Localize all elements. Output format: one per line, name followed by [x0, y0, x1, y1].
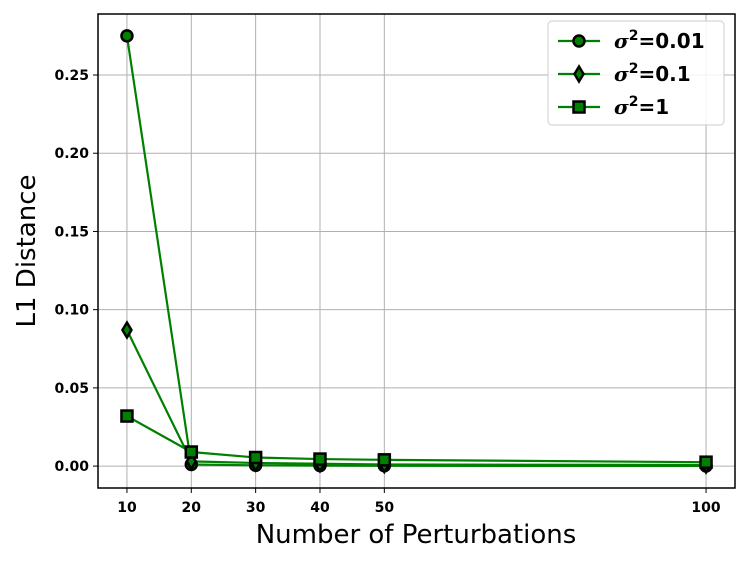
- y-axis-label: L1 Distance: [12, 175, 42, 328]
- data-point-square: [377, 453, 392, 467]
- legend-entry: σ2=0.1: [558, 61, 691, 86]
- legend-label: σ2=1: [614, 94, 669, 119]
- legend-label-value: =0.1: [639, 62, 691, 86]
- data-point-square: [248, 450, 263, 465]
- y-tick-label: 0.15: [54, 224, 89, 240]
- x-tick-label: 40: [310, 500, 330, 516]
- x-tick-label: 50: [375, 500, 395, 516]
- legend-entry: σ2=0.01: [558, 28, 705, 53]
- x-tick-label: 30: [246, 500, 266, 516]
- legend-box: [547, 20, 725, 126]
- legend-label-exponent: 2: [629, 94, 639, 110]
- legend-marker-diamond: [573, 64, 585, 84]
- legend-label-exponent: 2: [629, 28, 639, 44]
- x-tick-label: 10: [117, 500, 137, 516]
- series-line-circle: [125, 35, 707, 468]
- legend-label-value: =1: [639, 95, 670, 119]
- plot-frame: [97, 13, 736, 489]
- data-point-diamond: [120, 320, 133, 340]
- legend-marker-circle: [572, 34, 586, 48]
- y-tick-label: 0.05: [54, 381, 89, 397]
- legend-label: σ2=0.1: [614, 61, 691, 86]
- x-axis-ticks: 10 20 30 40 50 100: [117, 488, 721, 516]
- series-line-diamond: [125, 329, 707, 467]
- legend-label-symbol: σ: [614, 95, 629, 119]
- legend-label-exponent: 2: [629, 61, 639, 77]
- data-point-square: [120, 409, 134, 423]
- series-lines: [125, 35, 707, 468]
- data-point-square: [313, 452, 327, 466]
- series-line-square: [126, 415, 707, 464]
- y-tick-label: 0.10: [54, 303, 89, 319]
- x-tick-label: 100: [691, 500, 720, 516]
- data-point-square: [699, 455, 713, 469]
- x-tick-label: 20: [182, 500, 202, 516]
- data-point-square: [184, 445, 199, 459]
- series-markers: [120, 29, 713, 475]
- legend-label-value: =0.01: [639, 29, 705, 53]
- legend-entry: σ2=1: [558, 94, 669, 119]
- legend-label: σ2=0.01: [614, 28, 705, 53]
- legend-label-symbol: σ: [614, 62, 629, 86]
- grid: [98, 14, 735, 488]
- y-tick-label: 0.20: [54, 146, 89, 162]
- x-axis-label: Number of Perturbations: [256, 520, 577, 550]
- legend-label-symbol: σ: [614, 29, 629, 53]
- legend-marker-square: [572, 100, 586, 114]
- y-tick-label: 0.00: [54, 459, 89, 475]
- data-point-circle: [120, 29, 134, 43]
- y-axis-ticks: 0.00 0.05 0.10 0.15 0.20 0.25: [54, 68, 98, 475]
- y-tick-label: 0.25: [54, 68, 89, 84]
